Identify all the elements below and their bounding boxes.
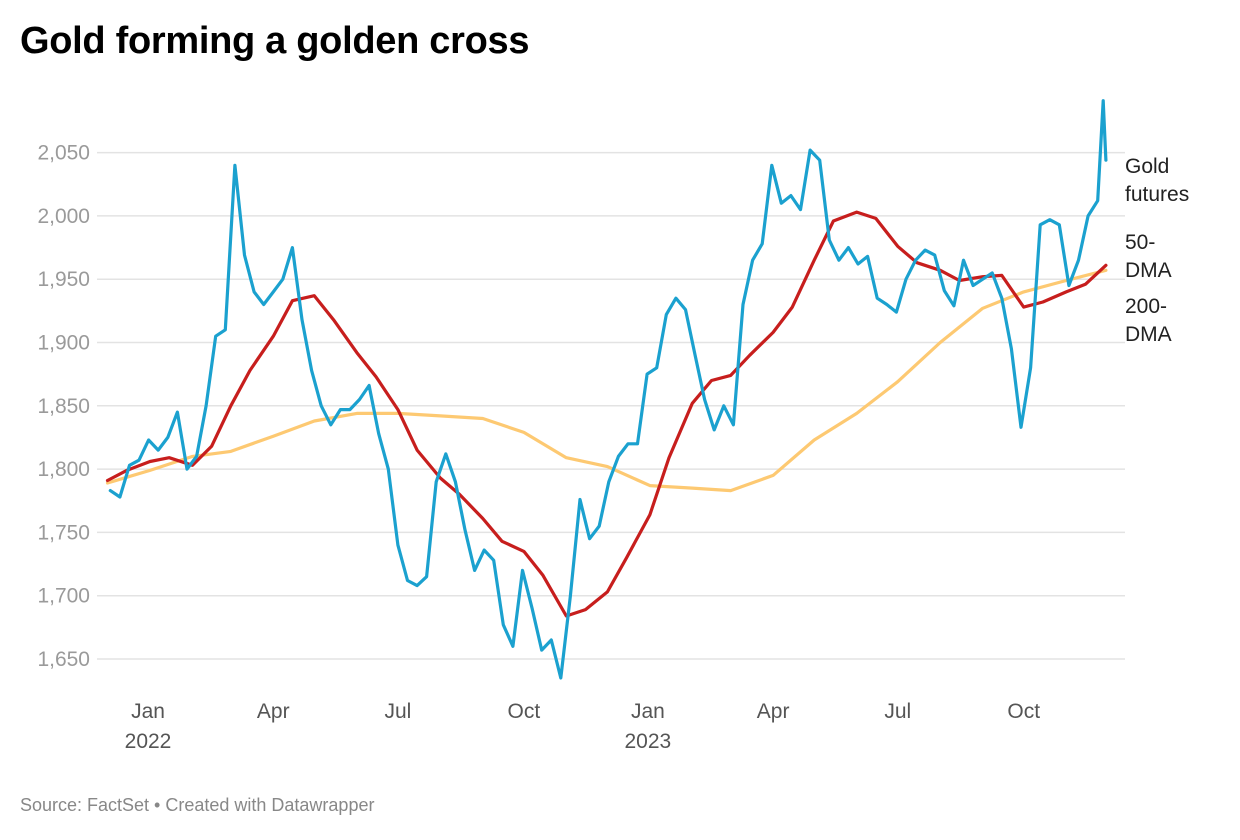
x-axis: Jan 2022 Apr Jul Oct Jan 2023 Apr Jul Oct (125, 700, 1041, 753)
x-tick-label: Apr (757, 700, 790, 723)
x-tick-label: Oct (1007, 700, 1040, 723)
x-tick-label: Jan (131, 700, 165, 723)
legend-label-200-dma: DMA (1125, 323, 1172, 346)
y-tick-label: 2,050 (37, 142, 90, 165)
legend: 200- DMA 50- DMA Gold futures (1125, 155, 1189, 346)
x-tick-label: Apr (257, 700, 290, 723)
legend-label-gold-futures: Gold (1125, 155, 1169, 178)
source-note: Source: FactSet • Created with Datawrapp… (20, 795, 375, 815)
x-tick-label: Jan (631, 700, 665, 723)
legend-label-50-dma: DMA (1125, 259, 1172, 282)
series-lines (105, 99, 1108, 680)
legend-label-gold-futures: futures (1125, 183, 1189, 206)
y-tick-label: 1,650 (37, 648, 90, 671)
legend-label-50-dma: 50- (1125, 231, 1155, 254)
y-tick-label: 1,750 (37, 521, 90, 544)
series-line-200-dma (105, 268, 1108, 493)
series-line-gold-futures (108, 99, 1108, 680)
y-tick-label: 1,800 (37, 458, 90, 481)
y-axis: 1,650 1,700 1,750 1,800 1,850 1,900 1,950 2,000… (37, 142, 90, 671)
series-line-50-dma (105, 210, 1108, 618)
x-tick-year-label: 2022 (125, 730, 172, 753)
legend-label-200-dma: 200- (1125, 295, 1167, 318)
y-tick-label: 1,700 (37, 585, 90, 608)
y-tick-label: 1,900 (37, 332, 90, 355)
x-tick-label: Jul (384, 700, 411, 723)
x-tick-year-label: 2023 (625, 730, 672, 753)
y-tick-label: 1,950 (37, 268, 90, 291)
y-tick-label: 2,000 (37, 205, 90, 228)
x-tick-label: Jul (884, 700, 911, 723)
y-tick-label: 1,850 (37, 395, 90, 418)
x-tick-label: Oct (508, 700, 541, 723)
chart-title: Gold forming a golden cross (20, 20, 530, 62)
